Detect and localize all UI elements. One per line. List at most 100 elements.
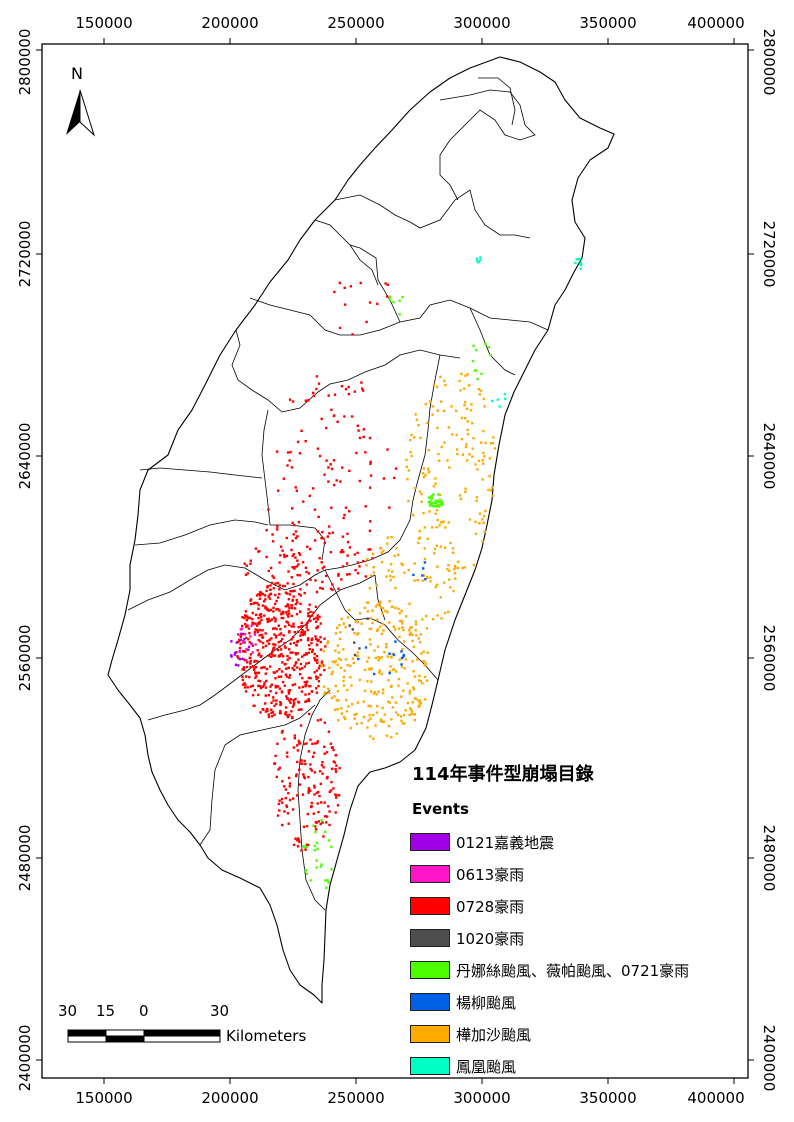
- landslide-point: [358, 436, 362, 440]
- landslide-point: [376, 628, 380, 631]
- landslide-point: [303, 591, 306, 595]
- landslide-point: [440, 501, 444, 504]
- landslide-point: [319, 865, 323, 868]
- landslide-point: [287, 822, 290, 825]
- landslide-point: [372, 571, 376, 574]
- landslide-point: [320, 801, 323, 804]
- landslide-point: [301, 629, 304, 632]
- landslide-point: [262, 646, 265, 649]
- landslide-point: [267, 508, 270, 511]
- landslide-point: [300, 690, 304, 693]
- landslide-point: [433, 547, 437, 551]
- landslide-point: [414, 623, 418, 626]
- legend-item: 丹娜絲颱風、薇帕颱風、0721豪雨: [410, 954, 770, 986]
- landslide-point: [474, 520, 477, 524]
- landslide-point: [375, 584, 378, 587]
- landslide-point: [422, 467, 426, 470]
- landslide-point: [253, 660, 256, 663]
- landslide-point: [260, 633, 264, 637]
- landslide-point: [323, 473, 326, 476]
- landslide-point: [300, 631, 303, 634]
- landslide-point: [435, 544, 438, 547]
- landslide-point: [311, 650, 314, 653]
- landslide-point: [492, 436, 495, 439]
- landslide-point: [292, 699, 295, 702]
- landslide-point: [402, 653, 406, 657]
- landslide-point: [267, 617, 270, 620]
- landslide-point: [444, 526, 447, 529]
- landslide-point: [435, 526, 438, 529]
- landslide-point: [314, 579, 317, 582]
- landslide-point: [449, 586, 452, 589]
- landslide-point: [423, 557, 427, 561]
- landslide-point: [239, 634, 243, 638]
- landslide-point: [380, 560, 384, 564]
- landslide-point: [269, 592, 273, 595]
- landslide-point: [286, 613, 289, 616]
- landslide-point: [316, 569, 319, 572]
- landslide-point: [268, 597, 272, 600]
- landslide-point: [259, 679, 262, 683]
- landslide-point: [301, 667, 304, 670]
- landslide-point: [436, 614, 439, 617]
- landslide-point: [285, 695, 288, 698]
- landslide-point: [284, 611, 288, 614]
- landslide-point: [401, 622, 404, 625]
- landslide-point: [272, 616, 276, 619]
- landslide-point: [401, 648, 404, 651]
- landslide-point: [242, 666, 246, 669]
- landslide-point: [408, 602, 411, 605]
- landslide-point: [295, 774, 298, 778]
- landslide-point: [281, 637, 284, 641]
- landslide-point: [482, 429, 485, 433]
- landslide-point: [410, 454, 413, 458]
- landslide-point: [292, 553, 295, 556]
- landslide-point: [310, 801, 313, 805]
- x-axis-top-labels: 150000 200000 250000 300000 350000 40000…: [75, 14, 744, 32]
- landslide-point: [331, 660, 334, 663]
- landslide-point: [394, 628, 397, 631]
- landslide-point: [278, 654, 281, 657]
- landslide-point: [286, 464, 289, 467]
- landslide-point: [276, 525, 279, 528]
- landslide-point: [409, 626, 412, 630]
- landslide-point: [235, 641, 238, 644]
- landslide-point: [252, 602, 255, 605]
- landslide-point: [443, 441, 446, 444]
- landslide-point: [397, 553, 400, 556]
- landslide-point: [270, 683, 273, 686]
- landslide-point: [321, 580, 324, 584]
- landslide-point: [472, 563, 476, 567]
- scale-bar: [67, 1029, 221, 1043]
- landslide-point: [427, 467, 430, 470]
- landslide-point: [272, 643, 275, 646]
- landslide-point: [247, 645, 251, 649]
- landslide-point: [292, 703, 295, 706]
- landslide-point: [384, 609, 387, 613]
- landslide-point: [287, 570, 290, 573]
- landslide-point: [412, 688, 416, 691]
- landslide-point: [287, 623, 291, 627]
- landslide-point: [371, 557, 374, 560]
- landslide-point: [328, 691, 331, 695]
- legend: 114年事件型崩塌目錄 Events 0121嘉義地震 0613豪雨 0728豪…: [410, 760, 770, 1082]
- y-tick-label: 2640000: [760, 423, 778, 490]
- landslide-point: [253, 633, 257, 636]
- landslide-point: [422, 475, 426, 479]
- landslide-point: [398, 658, 401, 661]
- landslide-point: [352, 661, 355, 665]
- landslide-point: [272, 654, 275, 657]
- landslide-point: [330, 408, 333, 412]
- landslide-point: [353, 653, 357, 657]
- landslide-point: [298, 574, 302, 577]
- landslide-point: [267, 595, 270, 598]
- landslide-point: [294, 697, 297, 701]
- landslide-point: [313, 771, 317, 774]
- landslide-point: [281, 780, 284, 783]
- landslide-point: [296, 666, 299, 669]
- landslide-point: [340, 707, 343, 710]
- y-tick-label: 2800000: [16, 29, 34, 96]
- landslide-point: [272, 606, 275, 609]
- landslide-point: [279, 675, 283, 678]
- landslide-point: [315, 655, 319, 658]
